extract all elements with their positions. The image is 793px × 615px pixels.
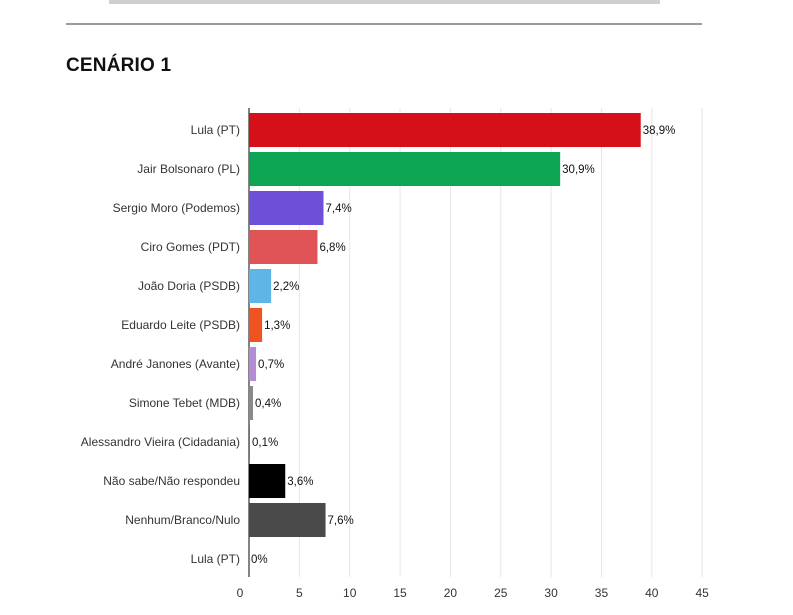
bar (249, 113, 641, 147)
x-tick-label: 45 (695, 586, 709, 600)
divider (66, 23, 702, 25)
category-label: Nenhum/Branco/Nulo (125, 513, 240, 527)
x-tick-label: 0 (237, 586, 244, 600)
category-label: João Doria (PSDB) (138, 279, 240, 293)
bar (249, 308, 263, 342)
bar (249, 386, 254, 420)
value-label: 1,3% (264, 320, 290, 332)
category-labels: Lula (PT) Jair Bolsonaro (PL) Sergio Moro … (81, 123, 241, 566)
category-label: Não sabe/Não respondeu (103, 474, 240, 488)
x-tick-label: 15 (393, 586, 407, 600)
bar (249, 503, 326, 537)
category-label: André Janones (Avante) (111, 357, 240, 371)
value-label: 0,7% (258, 359, 284, 371)
value-label: 2,2% (273, 281, 299, 293)
x-tick-label: 40 (645, 586, 659, 600)
bar (249, 464, 286, 498)
category-label: Lula (PT) (191, 552, 240, 566)
chart-bars (249, 113, 641, 537)
category-label: Sergio Moro (Podemos) (113, 201, 240, 215)
value-label: 0% (251, 554, 268, 566)
value-labels: 38,9% 30,9% 7,4% 6,8% 2,2% 1,3% 0,7% 0,4% 0,1% 3,… (251, 125, 675, 566)
category-label: Eduardo Leite (PSDB) (121, 318, 240, 332)
category-label: Simone Tebet (MDB) (129, 396, 240, 410)
value-label: 7,6% (328, 515, 354, 527)
value-label: 0,4% (255, 398, 281, 410)
value-label: 3,6% (287, 476, 313, 488)
category-label: Lula (PT) (191, 123, 240, 137)
x-tick-label: 5 (296, 586, 303, 600)
x-tick-label: 30 (544, 586, 558, 600)
value-label: 0,1% (252, 437, 278, 449)
bar (249, 269, 272, 303)
x-tick-label: 10 (343, 586, 357, 600)
value-label: 38,9% (643, 125, 676, 137)
bar (249, 152, 561, 186)
value-label: 7,4% (326, 203, 352, 215)
bar (249, 191, 324, 225)
chart-grid (298, 108, 703, 577)
x-tick-label: 20 (444, 586, 458, 600)
x-axis-ticks: 0 5 10 15 20 25 30 35 40 45 (237, 586, 709, 600)
category-label: Alessandro Vieira (Cidadania) (81, 435, 240, 449)
value-label: 6,8% (319, 242, 345, 254)
value-label: 30,9% (562, 164, 595, 176)
category-label: Jair Bolsonaro (PL) (137, 162, 240, 176)
top-scrollbar[interactable] (109, 0, 660, 4)
x-tick-label: 25 (494, 586, 508, 600)
bar (249, 230, 318, 264)
bar (249, 347, 257, 381)
x-tick-label: 35 (595, 586, 609, 600)
bar (249, 425, 251, 459)
category-label: Ciro Gomes (PDT) (141, 240, 240, 254)
chart-title: CENÁRIO 1 (66, 55, 172, 76)
